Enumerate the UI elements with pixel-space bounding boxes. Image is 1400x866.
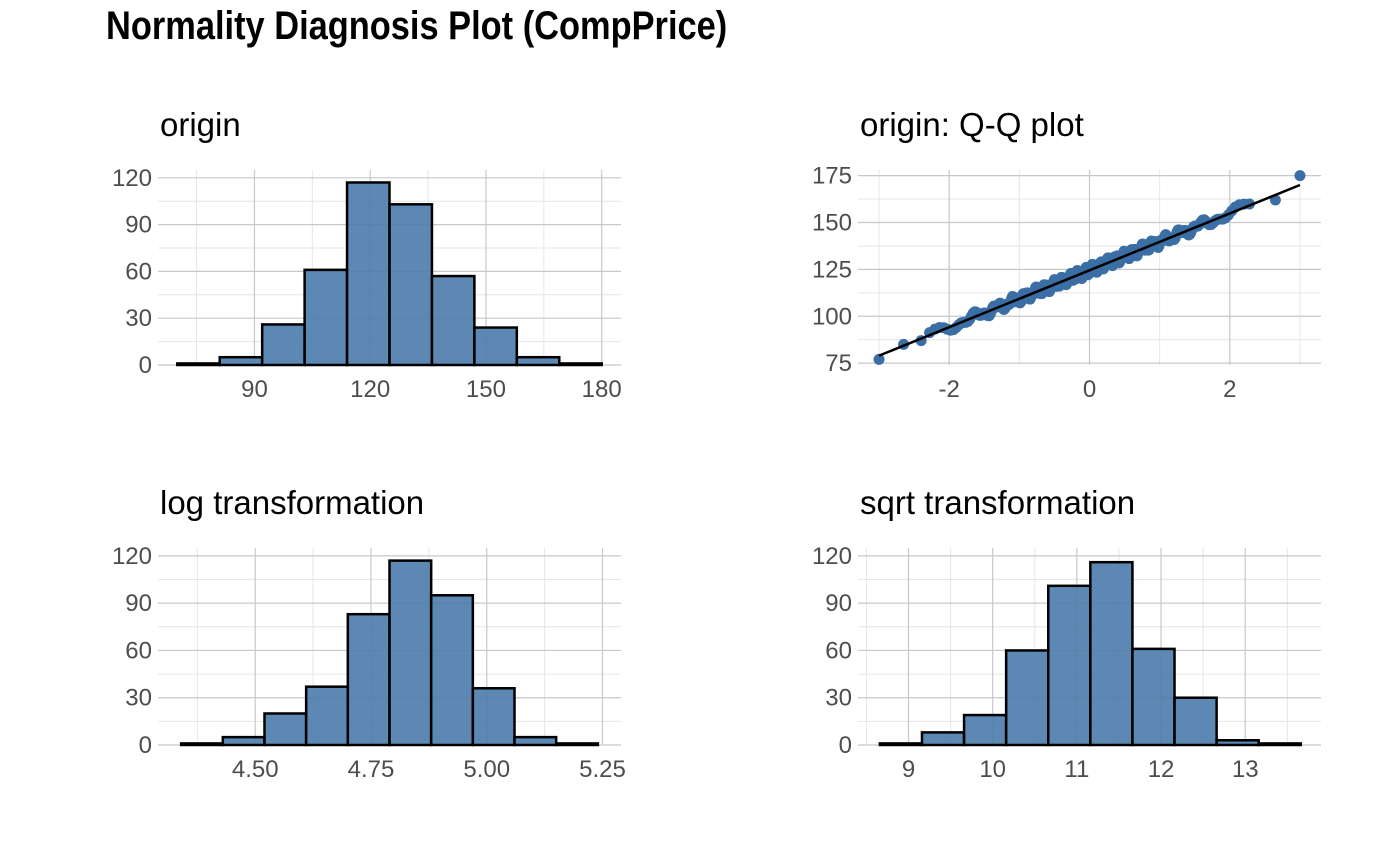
y-tick-label: 30 (125, 685, 152, 712)
histogram-bar (429, 594, 475, 747)
x-tick-label: 2 (1223, 376, 1236, 403)
histogram-bar (515, 355, 561, 367)
y-tick-label: 0 (839, 732, 852, 759)
histogram-bar (345, 181, 391, 367)
panel-title: sqrt transformation (860, 484, 1135, 521)
histogram-bar (263, 712, 308, 747)
histogram-bar (473, 326, 519, 367)
histogram-bar (1173, 696, 1218, 747)
y-tick-label: 90 (125, 212, 152, 239)
histogram-bar (513, 735, 558, 747)
x-tick-label: 10 (979, 756, 1006, 783)
panel-title: log transformation (160, 484, 424, 521)
y-tick-label: 0 (139, 352, 152, 379)
x-tick-label: 90 (241, 376, 268, 403)
y-tick-label: 120 (812, 543, 852, 570)
histogram-bar (554, 742, 600, 747)
qq-reference-line (878, 183, 1301, 357)
x-tick-label: 5.25 (579, 756, 626, 783)
histogram-bar (1089, 560, 1134, 747)
histogram-bar (1131, 647, 1176, 747)
figure-title: Normality Diagnosis Plot (CompPrice) (106, 4, 728, 48)
histogram-bar (430, 274, 476, 367)
x-tick-label: -2 (939, 376, 960, 403)
y-tick-label: 60 (125, 258, 152, 285)
histogram-bar (176, 362, 221, 367)
histogram-bar (1257, 742, 1303, 747)
qq-point (1294, 170, 1306, 182)
histogram-bar (221, 735, 266, 747)
histogram-bar (303, 268, 349, 367)
histogram-bar (218, 355, 264, 367)
x-tick-label: 120 (350, 376, 390, 403)
y-tick-label: 90 (125, 590, 152, 617)
histogram-bar (388, 203, 434, 367)
y-tick-label: 30 (825, 685, 852, 712)
panel-title: origin: Q-Q plot (860, 106, 1084, 143)
y-tick-label: 120 (112, 165, 152, 192)
panel-sqrt: sqrt transformation 0 30 60 90 120 9 10 11 12 13 (812, 484, 1321, 783)
x-tick-label: 0 (1083, 376, 1096, 403)
y-tick-label: 100 (812, 303, 852, 330)
histogram-bar (304, 685, 350, 747)
x-tick-label: 11 (1064, 756, 1089, 783)
y-tick-label: 0 (139, 732, 152, 759)
x-tick-label: 4.75 (348, 756, 395, 783)
histogram-bar (1004, 649, 1050, 747)
y-tick-label: 120 (112, 543, 152, 570)
panel-log: log transformation 0 30 60 90 120 4.50 4.75 5.00… (112, 484, 626, 783)
histogram-bar (471, 687, 516, 747)
y-tick-label: 60 (125, 637, 152, 664)
histogram-bar (1047, 584, 1092, 747)
histogram-bar (920, 731, 966, 747)
panel-origin: origin 0 30 60 90 120 90 120 150 180 (112, 106, 622, 403)
y-tick-label: 150 (812, 210, 852, 237)
histogram-bar (260, 323, 306, 367)
y-tick-label: 60 (825, 637, 852, 664)
histogram-bar (179, 742, 225, 747)
y-tick-label: 90 (825, 590, 852, 617)
x-tick-label: 9 (902, 756, 915, 783)
histogram-bar (346, 612, 391, 747)
histogram-bar (388, 559, 433, 747)
qq-point (873, 353, 885, 365)
panel-qq: origin: Q-Q plot 75 100 125 150 175 -2 0 2 (812, 106, 1321, 403)
x-tick-label: 180 (582, 376, 622, 403)
y-tick-label: 175 (812, 163, 852, 190)
x-tick-label: 13 (1232, 756, 1259, 783)
histogram-bar (962, 713, 1008, 747)
histogram-bar (1215, 739, 1260, 747)
y-tick-label: 125 (812, 256, 852, 283)
histogram-bar (878, 742, 924, 747)
x-tick-label: 12 (1148, 756, 1175, 783)
y-tick-label: 75 (825, 350, 852, 377)
histogram-bar (558, 362, 603, 367)
x-tick-label: 5.00 (463, 756, 510, 783)
panel-title: origin (160, 106, 241, 143)
x-tick-label: 4.50 (232, 756, 279, 783)
x-tick-label: 150 (466, 376, 506, 403)
y-tick-label: 30 (125, 305, 152, 332)
